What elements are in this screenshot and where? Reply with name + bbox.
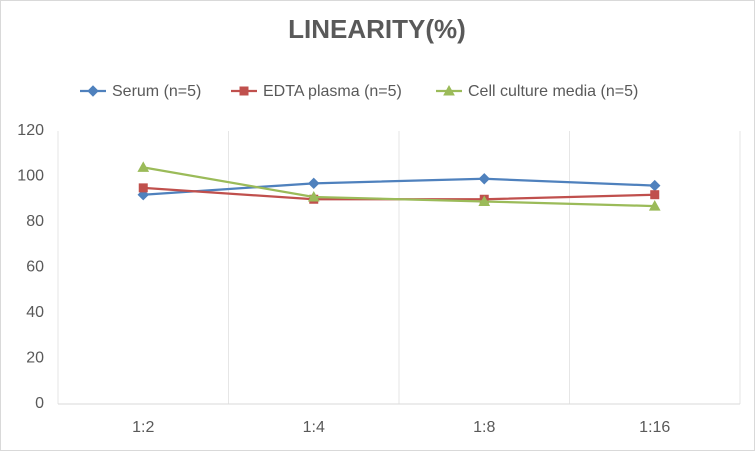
y-tick-label: 20: [26, 350, 44, 367]
y-tick-label: 80: [26, 213, 44, 230]
data-point: [650, 190, 660, 200]
legend-marker: [239, 86, 249, 96]
x-tick-label: 1:16: [639, 419, 670, 436]
chart-title: LINEARITY(%): [288, 14, 466, 44]
x-tick-label: 1:8: [473, 419, 495, 436]
legend-label: EDTA plasma (n=5): [263, 83, 402, 100]
x-tick-label: 1:2: [132, 419, 154, 436]
data-point: [648, 200, 661, 211]
data-point: [478, 195, 491, 207]
series-line: [143, 177, 655, 196]
data-point: [308, 177, 320, 190]
legend-label: Serum (n=5): [112, 83, 201, 100]
legend-label: Cell culture media (n=5): [468, 83, 638, 100]
y-tick-label: 100: [17, 168, 44, 185]
data-point: [478, 173, 490, 185]
y-tick-label: 60: [26, 259, 44, 276]
x-tick-label: 1:4: [303, 419, 325, 436]
data-point: [307, 190, 320, 202]
legend-marker: [87, 85, 99, 97]
y-tick-label: 40: [26, 304, 44, 321]
y-tick-label: 120: [17, 122, 44, 139]
y-tick-label: 0: [35, 395, 44, 412]
data-point: [137, 161, 150, 172]
legend-marker: [443, 84, 455, 96]
data-point: [138, 183, 148, 193]
series-line: [143, 166, 655, 208]
